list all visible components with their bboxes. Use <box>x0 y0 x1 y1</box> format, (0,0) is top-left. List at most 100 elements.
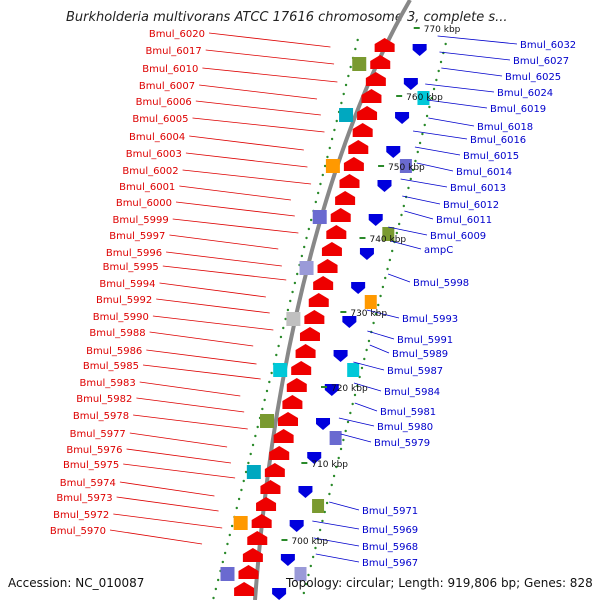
leader-line <box>205 49 335 65</box>
gene-label-left: Bmul_5972 <box>53 510 109 521</box>
track-dot <box>319 182 322 186</box>
track-dot <box>428 105 431 109</box>
track-dot <box>304 582 308 586</box>
forward-gene-arrow <box>256 497 277 511</box>
gene-label-right: Bmul_6013 <box>450 183 506 194</box>
leader-line <box>367 330 395 340</box>
forward-gene-arrow <box>313 276 334 290</box>
track-dot <box>356 384 359 388</box>
gene-label-left: Bmul_5983 <box>80 378 136 389</box>
gene-label-left: Bmul_5992 <box>96 295 152 306</box>
track-dot <box>328 146 331 150</box>
gene-label-left: Bmul_6005 <box>132 114 188 125</box>
track-dot <box>395 231 399 235</box>
forward-gene-arrow <box>304 310 325 324</box>
forward-gene-arrow <box>365 72 386 86</box>
gene-label-left: Bmul_6002 <box>122 166 178 177</box>
track-dot <box>414 159 417 163</box>
leader-line <box>175 201 295 217</box>
genome-summary-text: Topology: circular; Length: 919,806 bp; … <box>286 576 593 590</box>
gene-label-right: Bmul_5993 <box>402 314 458 325</box>
leader-line <box>369 344 390 354</box>
forward-gene-arrow <box>260 480 281 494</box>
track-dot <box>430 96 433 100</box>
leader-line <box>199 84 318 100</box>
leader-line <box>416 162 454 172</box>
leader-line <box>192 117 325 133</box>
gene-label-left: Bmul_5976 <box>66 445 122 456</box>
reverse-gene-arrow <box>412 44 427 56</box>
leader-line <box>439 51 511 61</box>
track-dot <box>416 150 419 154</box>
leader-line <box>172 218 299 234</box>
track-dot <box>349 65 352 69</box>
leader-line <box>162 265 287 281</box>
track-dot <box>275 353 278 357</box>
leader-line <box>402 195 441 205</box>
gene-label-left: Bmul_5974 <box>60 478 116 489</box>
gene-label-right: Bmul_6018 <box>477 122 533 133</box>
gene-label-right: Bmul_6025 <box>505 72 561 83</box>
gene-label-left: Bmul_6000 <box>116 198 172 209</box>
reverse-gene-arrow <box>307 452 322 464</box>
gene-block <box>312 210 327 224</box>
leader-line <box>133 414 248 430</box>
leader-line <box>166 251 282 267</box>
track-dot <box>340 101 343 105</box>
track-dot <box>437 69 440 73</box>
gene-label-left: Bmul_6010 <box>142 64 198 75</box>
leader-line <box>354 402 378 412</box>
leader-line <box>149 331 254 347</box>
gene-label-left: Bmul_5982 <box>76 394 132 405</box>
leader-line <box>126 448 232 464</box>
kbp-tick-label: 730 kbp <box>350 309 387 319</box>
track-dot <box>365 348 368 352</box>
leader-line <box>116 496 219 512</box>
track-dot <box>363 357 366 361</box>
gene-label-right: Bmul_5991 <box>397 335 453 346</box>
gene-block <box>312 499 325 513</box>
gene-label-right: Bmul_5984 <box>384 387 440 398</box>
forward-gene-arrow <box>321 242 342 256</box>
leader-line <box>412 130 468 140</box>
forward-gene-arrow <box>357 106 378 120</box>
gene-label-left: Bmul_5978 <box>73 411 129 422</box>
track-dot <box>226 542 229 546</box>
gene-block <box>220 567 235 581</box>
track-dot <box>384 276 387 280</box>
leader-line <box>202 67 338 83</box>
track-dot <box>372 321 375 325</box>
gene-block <box>233 516 248 530</box>
gene-label-right: Bmul_5989 <box>392 349 448 360</box>
leader-line <box>146 349 257 365</box>
track-dot <box>354 47 357 51</box>
track-dot <box>309 218 313 222</box>
track-dot <box>335 119 338 123</box>
track-dot <box>307 227 311 231</box>
reverse-gene-arrow <box>316 418 331 430</box>
gene-label-right: ampC <box>424 245 453 256</box>
track-dot <box>330 137 334 141</box>
track-dot <box>284 317 287 321</box>
track-dot <box>277 344 280 348</box>
gene-label-right: Bmul_6032 <box>520 40 576 51</box>
track-dot <box>249 452 252 456</box>
track-dot <box>318 528 322 532</box>
kbp-tick-label: 720 kbp <box>331 384 368 394</box>
track-dot <box>397 222 401 226</box>
forward-gene-arrow <box>273 429 294 443</box>
forward-gene-arrow <box>247 531 268 545</box>
track-dot <box>323 164 327 168</box>
leader-line <box>414 146 461 156</box>
track-dot <box>360 366 364 370</box>
forward-gene-arrow <box>374 38 395 52</box>
track-dot <box>328 492 331 496</box>
gene-label-left: Bmul_6017 <box>146 46 202 57</box>
track-dot <box>251 443 255 447</box>
forward-gene-arrow <box>348 140 369 154</box>
gene-label-right: Bmul_5998 <box>413 278 469 289</box>
leader-line <box>441 67 503 77</box>
leader-line <box>366 309 400 319</box>
